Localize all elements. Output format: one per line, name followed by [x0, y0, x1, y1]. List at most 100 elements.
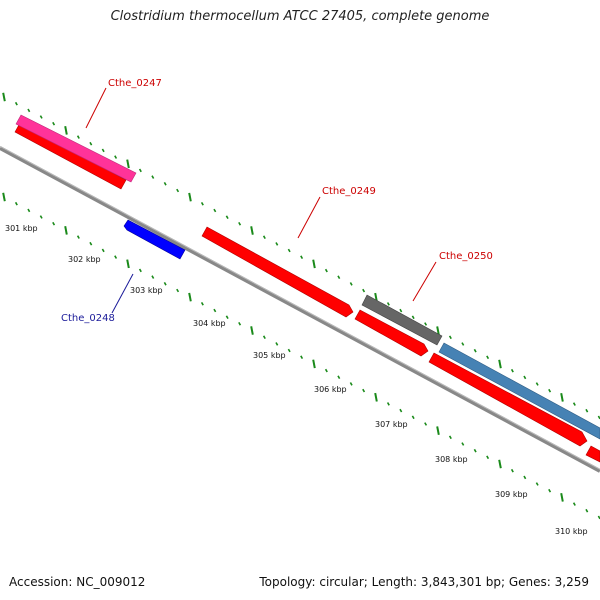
- tick-minor: [486, 355, 490, 360]
- genome-backbone: [0, 146, 600, 473]
- gene-arrow-cthe-0247-red[interactable]: [15, 123, 126, 189]
- tick-minor: [213, 208, 217, 213]
- tick-major: [560, 393, 564, 402]
- tick-minor: [287, 248, 291, 253]
- gene-arrow-red-4[interactable]: [428, 352, 588, 447]
- kbp-label: 306 kbp: [314, 385, 347, 394]
- tick-major: [126, 159, 130, 169]
- tick-minor: [89, 241, 93, 246]
- tick-minor: [52, 221, 56, 226]
- tick-major: [126, 259, 130, 269]
- tick-minor: [572, 502, 576, 506]
- tick-major: [312, 359, 316, 369]
- tick-major: [436, 426, 440, 435]
- tick-minor: [324, 268, 328, 273]
- tick-minor: [14, 101, 18, 106]
- tick-minor: [238, 222, 242, 226]
- tick-minor: [300, 355, 304, 359]
- tick-minor: [473, 348, 477, 353]
- tick-minor: [448, 335, 452, 340]
- tick-minor: [200, 202, 204, 206]
- tick-minor: [349, 382, 353, 386]
- tick-minor: [535, 482, 539, 486]
- tick-major: [250, 326, 254, 335]
- tick-minor: [386, 402, 390, 406]
- tick-major: [436, 326, 440, 335]
- tick-minor: [89, 141, 93, 146]
- tick-minor: [523, 375, 527, 380]
- tick-major: [250, 226, 254, 235]
- gene-arrow-cthe-0249[interactable]: [201, 226, 354, 318]
- accession-text: Accession: NC_009012: [9, 575, 146, 589]
- tick-minor: [548, 488, 552, 493]
- gene-arrow-red-5[interactable]: [585, 445, 600, 463]
- tick-minor: [337, 375, 341, 379]
- tick-minor: [114, 255, 118, 259]
- tick-minor: [27, 208, 31, 213]
- tick-minor: [349, 282, 353, 286]
- tick-minor: [411, 415, 415, 420]
- tick-minor: [362, 288, 366, 293]
- tick-minor: [275, 242, 279, 246]
- tick-minor: [225, 215, 229, 219]
- gene-label-cthe-0247[interactable]: Cthe_0247: [108, 78, 162, 89]
- kbp-label: 302 kbp: [68, 255, 101, 264]
- tick-row-upper: [2, 92, 600, 420]
- tick-minor: [39, 215, 43, 219]
- tick-minor: [486, 455, 490, 460]
- tick-minor: [535, 382, 539, 386]
- tick-minor: [300, 255, 304, 259]
- feature-steel-blue[interactable]: [438, 342, 600, 440]
- tick-minor: [411, 315, 415, 320]
- tick-minor: [225, 315, 229, 319]
- tick-major: [188, 292, 192, 302]
- kbp-label: 304 kbp: [193, 319, 226, 328]
- tick-minor: [163, 282, 167, 286]
- tick-minor: [585, 408, 589, 413]
- gene-arrow-cthe-0250-red[interactable]: [354, 309, 429, 357]
- gene-arrow-cthe-0248[interactable]: [123, 219, 186, 260]
- feature-gray[interactable]: [361, 294, 443, 346]
- tick-minor: [424, 322, 428, 326]
- tick-minor: [572, 402, 576, 406]
- tick-major: [2, 192, 6, 202]
- feature-pink[interactable]: [15, 114, 137, 183]
- kbp-label: 301 kbp: [5, 224, 38, 233]
- tick-major: [498, 359, 502, 369]
- tick-row-lower: [2, 192, 600, 520]
- tick-minor: [324, 368, 328, 373]
- map-title: Clostridium thermocellum ATCC 27405, com…: [110, 9, 490, 24]
- tick-major: [498, 459, 502, 469]
- kbp-label: 305 kbp: [253, 351, 286, 360]
- forward-genes: [14, 122, 600, 463]
- tick-minor: [424, 422, 428, 426]
- tick-minor: [14, 201, 18, 206]
- tick-minor: [262, 335, 266, 339]
- tick-minor: [200, 302, 204, 306]
- tick-minor: [52, 121, 56, 126]
- tick-minor: [548, 388, 552, 393]
- tick-minor: [399, 308, 403, 313]
- tick-major: [560, 493, 564, 502]
- tick-minor: [76, 135, 80, 139]
- tick-major: [374, 392, 378, 402]
- tick-minor: [176, 288, 180, 293]
- tick-major: [188, 192, 192, 202]
- gene-label-cthe-0249[interactable]: Cthe_0249: [322, 186, 376, 197]
- tick-minor: [275, 342, 279, 346]
- gene-label-cthe-0248[interactable]: Cthe_0248: [61, 313, 115, 324]
- tick-minor: [151, 175, 155, 179]
- gene-label-cthe-0250[interactable]: Cthe_0250: [439, 251, 493, 262]
- tick-minor: [101, 148, 105, 153]
- tick-minor: [362, 388, 366, 393]
- tick-minor: [213, 308, 217, 313]
- kbp-label: 310 kbp: [555, 527, 588, 536]
- tick-minor: [461, 442, 465, 446]
- tick-major: [312, 259, 316, 269]
- tick-minor: [473, 448, 477, 453]
- topology-text: Topology: circular; Length: 3,843,301 bp…: [259, 575, 589, 589]
- tick-minor: [386, 302, 390, 306]
- tick-minor: [287, 348, 291, 353]
- tick-minor: [510, 368, 514, 373]
